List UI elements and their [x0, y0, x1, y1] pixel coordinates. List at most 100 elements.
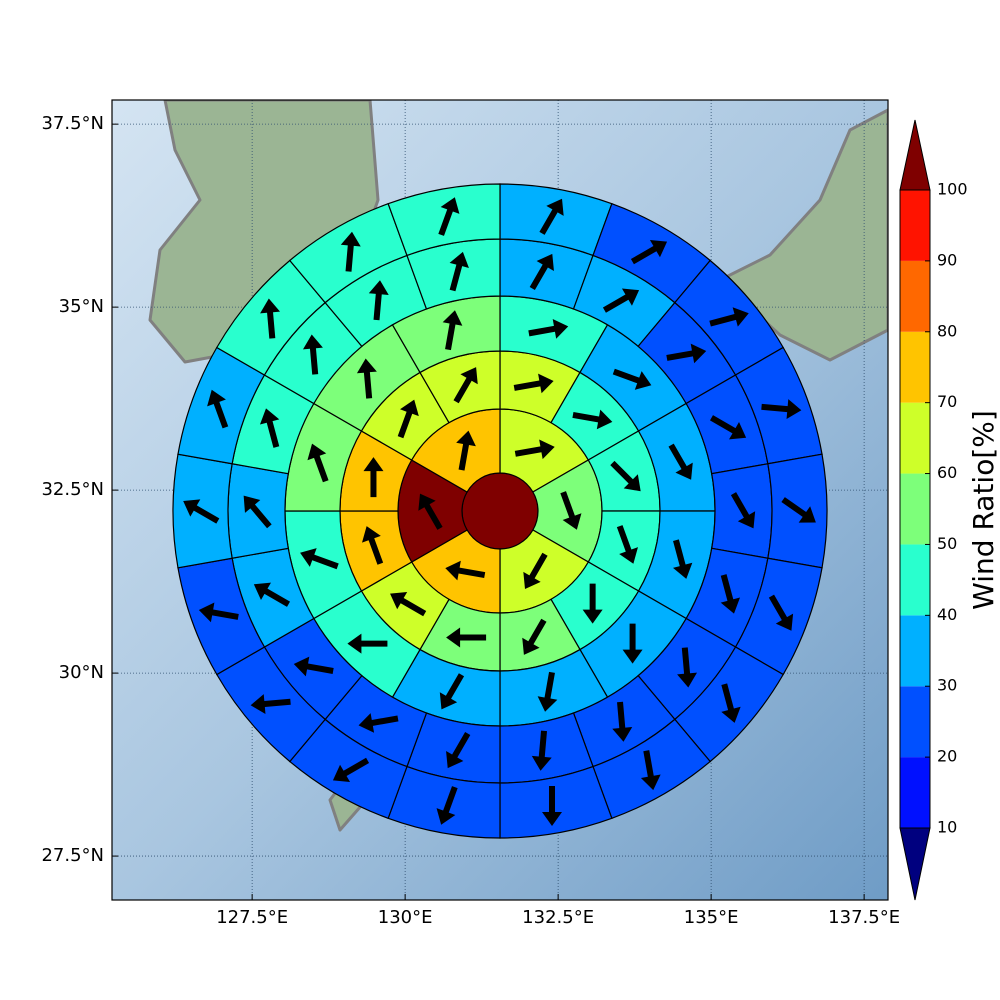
- wind-arrow: [453, 367, 478, 404]
- wind-arrow: [709, 415, 747, 440]
- wind-arrow: [602, 288, 640, 313]
- wind-arrow: [347, 633, 388, 654]
- colorbar-bin: [900, 402, 930, 474]
- colorbar-tick-label: 100: [937, 180, 968, 199]
- wind-arrows: [183, 197, 816, 826]
- wind-arrow: [514, 439, 555, 460]
- y-tick-label: 35°N: [59, 296, 104, 317]
- wind-arrow: [709, 307, 749, 327]
- wind-arrow: [572, 409, 613, 430]
- wind-arrow: [539, 198, 564, 235]
- colorbar-under: [899, 827, 931, 901]
- wind-arrow: [332, 757, 370, 783]
- wind-arrow: [529, 253, 554, 291]
- plot-frame: [111, 99, 889, 901]
- colorbar-bin: [900, 473, 930, 545]
- wind-arrow: [528, 318, 569, 339]
- wind-arrow: [418, 493, 443, 530]
- y-tick-label: 32.5°N: [41, 479, 104, 500]
- wind-arrow: [630, 239, 668, 265]
- wind-arrow: [442, 310, 463, 351]
- wind-arrow: [616, 525, 638, 564]
- colorbar-bin: [900, 757, 930, 828]
- x-tick-label: 137.5°E: [828, 907, 900, 928]
- wind-arrow: [720, 574, 741, 614]
- colorbar-tick-label: 30: [937, 676, 957, 695]
- wind-arrow: [513, 373, 554, 394]
- wind-arrow: [768, 594, 794, 631]
- wind-arrow: [721, 683, 741, 723]
- wind-arrow: [356, 358, 377, 399]
- colorbar-bin: [900, 331, 930, 403]
- colorbar-tick-label: 20: [937, 747, 957, 766]
- wind-arrow: [243, 495, 272, 529]
- wind-arrow: [560, 491, 582, 530]
- y-tick-label: 27.5°N: [41, 845, 104, 866]
- wind-arrow: [531, 730, 552, 771]
- wind-arrow: [307, 443, 329, 483]
- colorbar-bin: [900, 686, 930, 758]
- wind-arrow: [456, 430, 476, 471]
- wind-arrow: [668, 443, 693, 480]
- wind-arrow: [610, 460, 641, 492]
- wind-arrow: [781, 497, 816, 523]
- colorbar-bin: [900, 544, 930, 616]
- colorbar-tick-label: 50: [937, 534, 957, 553]
- x-tick-label: 127.5°E: [216, 907, 288, 928]
- wind-arrow: [198, 602, 239, 623]
- wind-arrow: [183, 499, 220, 524]
- wind-arrow: [640, 750, 661, 791]
- polar-grid: [172, 183, 828, 839]
- wind-arrow: [302, 334, 323, 375]
- y-tick-label: 37.5°N: [41, 113, 104, 134]
- wind-arrow: [293, 656, 334, 677]
- colorbar-bin: [900, 190, 930, 261]
- wind-arrow: [612, 701, 633, 742]
- wind-arrow: [253, 582, 291, 607]
- wind-arrow: [362, 526, 384, 565]
- colorbar-tick-label: 60: [937, 463, 957, 482]
- colorbar-tick-label: 90: [937, 250, 957, 269]
- colorbar-label: Wind Ratio[%]: [967, 410, 1000, 610]
- wind-arrow: [363, 457, 384, 498]
- wind-arrow: [542, 785, 563, 826]
- colorbar-frame: [899, 189, 931, 829]
- wind-arrow: [666, 343, 707, 364]
- wind-arrow: [761, 399, 802, 420]
- wind-arrow: [250, 694, 291, 714]
- wind-arrow: [358, 713, 399, 733]
- wind-arrow: [537, 671, 558, 712]
- colorbar-bin: [900, 260, 930, 332]
- colorbar-tick-label: 70: [937, 392, 957, 411]
- x-tick-label: 132.5°E: [522, 907, 594, 928]
- axes: 127.5°E 130°E 132.5°E 135°E 137.5°E 27.5°N 30°…: [41, 113, 900, 928]
- wind-arrow: [260, 298, 281, 339]
- wind-arrow: [677, 647, 698, 688]
- wind-arrow: [438, 197, 460, 236]
- wind-arrow: [436, 786, 458, 825]
- wind-arrow: [622, 623, 643, 664]
- colorbar-bin: [900, 615, 930, 687]
- x-tick-label: 130°E: [378, 907, 433, 928]
- x-tick-label: 135°E: [684, 907, 739, 928]
- colorbar-tick-label: 80: [937, 321, 957, 340]
- wind-arrow: [439, 673, 465, 710]
- wind-arrow: [368, 280, 389, 321]
- wind-arrow: [397, 399, 419, 439]
- wind-arrow: [730, 492, 756, 529]
- wind-arrow: [445, 560, 486, 581]
- wind-arrow: [522, 618, 547, 655]
- wind-arrow: [446, 731, 471, 769]
- wind-arrow: [340, 231, 361, 272]
- wind-arrow: [523, 552, 548, 589]
- wind-arrow: [259, 408, 280, 448]
- wind-arrow: [390, 591, 427, 617]
- colorbar-over: [899, 119, 931, 191]
- wind-arrow: [449, 251, 469, 292]
- y-tick-label: 30°N: [59, 662, 104, 683]
- colorbar: 10 20 30 40 50 60 70 80 90 100: [899, 119, 968, 901]
- wind-arrow: [207, 389, 229, 429]
- colorbar-tick-label: 10: [937, 818, 957, 837]
- wind-arrow: [300, 548, 339, 570]
